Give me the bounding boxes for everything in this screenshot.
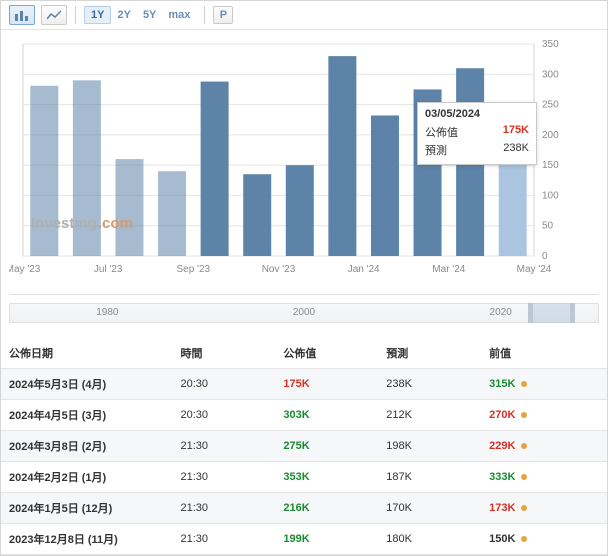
- navigator-selection[interactable]: [528, 303, 575, 323]
- tooltip-date: 03/05/2024: [425, 108, 529, 120]
- tooltip-label-actual: 公佈值: [425, 124, 458, 140]
- svg-text:200: 200: [542, 130, 559, 141]
- tooltip-value-actual: 175K: [503, 124, 529, 140]
- svg-text:300: 300: [542, 69, 559, 80]
- table-header: 公佈日期: [1, 338, 173, 369]
- bar-chart-icon[interactable]: [9, 5, 35, 25]
- line-chart-icon[interactable]: [41, 5, 67, 25]
- time-navigator[interactable]: 198020002020: [9, 294, 599, 332]
- table-row[interactable]: 2024年4月5日 (3月)20:30303K212K270K: [1, 400, 607, 431]
- revision-dot-icon: [521, 536, 527, 542]
- svg-text:Nov '23: Nov '23: [262, 264, 296, 275]
- revision-dot-icon: [521, 381, 527, 387]
- table-header: 預測: [378, 338, 481, 369]
- table-header: 公佈值: [275, 338, 378, 369]
- navigator-track: [9, 303, 599, 323]
- table-header-row: 公佈日期時間公佈值預測前值: [1, 338, 607, 369]
- table-body: 2024年5月3日 (4月)20:30175K238K315K2024年4月5日…: [1, 369, 607, 555]
- svg-text:100: 100: [542, 190, 559, 201]
- tooltip-value-forecast: 238K: [503, 142, 529, 158]
- svg-text:150: 150: [542, 160, 559, 171]
- table-row[interactable]: 2023年12月8日 (11月)21:30199K180K150K: [1, 524, 607, 555]
- range-1y[interactable]: 1Y: [84, 6, 111, 24]
- svg-text:May '23: May '23: [9, 264, 41, 275]
- tooltip-label-forecast: 預測: [425, 142, 447, 158]
- svg-text:350: 350: [542, 39, 559, 50]
- table-header: 時間: [173, 338, 276, 369]
- range-max[interactable]: max: [162, 7, 196, 23]
- table-header: 前值: [481, 338, 607, 369]
- table-row[interactable]: 2024年3月8日 (2月)21:30275K198K229K: [1, 431, 607, 462]
- chart-area: 0 50 100 150 200 250 300 350 May '23 Jul '23 Sep '…: [1, 30, 607, 292]
- svg-text:250: 250: [542, 100, 559, 111]
- revision-dot-icon: [521, 474, 527, 480]
- svg-text:0: 0: [542, 251, 548, 262]
- svg-text:Mar '24: Mar '24: [432, 264, 465, 275]
- revision-dot-icon: [521, 412, 527, 418]
- table-row[interactable]: 2024年5月3日 (4月)20:30175K238K315K: [1, 369, 607, 400]
- p-button[interactable]: P: [213, 6, 233, 24]
- range-5y[interactable]: 5Y: [137, 7, 162, 23]
- svg-text:Sep '23: Sep '23: [177, 264, 211, 275]
- svg-text:Jul '23: Jul '23: [94, 264, 123, 275]
- revision-dot-icon: [521, 505, 527, 511]
- separator: [75, 6, 76, 24]
- widget-root: 1Y2Y5Ymax P 0 50 100 150 200 250 300 350 May '23…: [0, 0, 608, 556]
- svg-text:May '24: May '24: [517, 264, 552, 275]
- range-2y[interactable]: 2Y: [111, 7, 136, 23]
- chart-toolbar: 1Y2Y5Ymax P: [1, 1, 607, 30]
- table-row[interactable]: 2024年1月5日 (12月)21:30216K170K173K: [1, 493, 607, 524]
- chart-tooltip: 03/05/2024 公佈值 175K 預測 238K: [417, 102, 537, 165]
- range-group: 1Y2Y5Ymax: [84, 9, 196, 21]
- table-row[interactable]: 2024年2月2日 (1月)21:30353K187K333K: [1, 462, 607, 493]
- svg-text:Jan '24: Jan '24: [348, 264, 380, 275]
- separator: [204, 6, 205, 24]
- history-table: 公佈日期時間公佈值預測前值 2024年5月3日 (4月)20:30175K238…: [1, 338, 607, 555]
- revision-dot-icon: [521, 443, 527, 449]
- svg-text:50: 50: [542, 221, 554, 232]
